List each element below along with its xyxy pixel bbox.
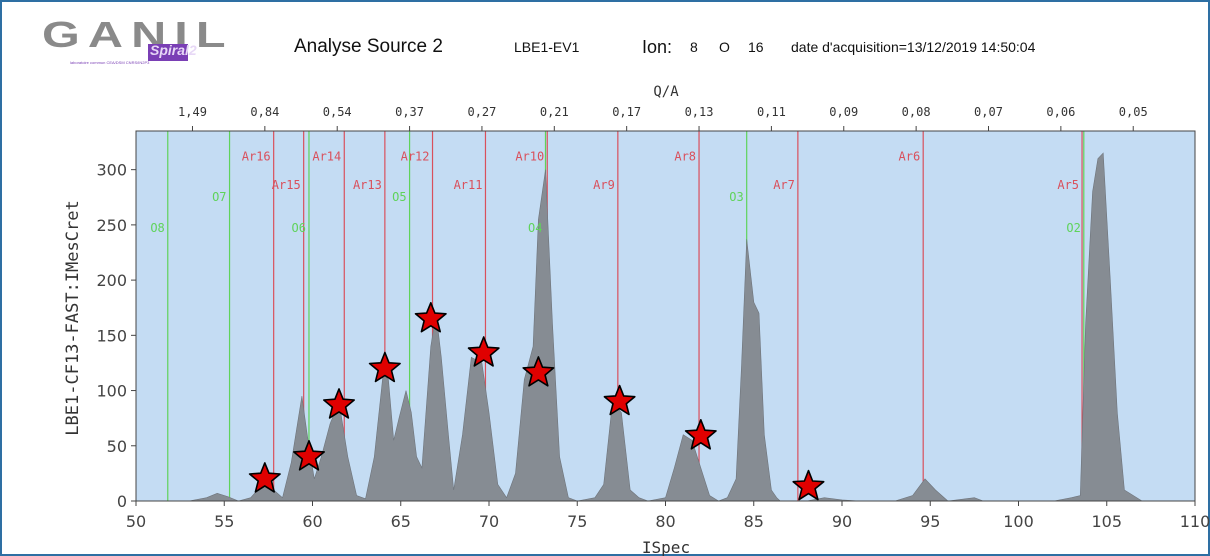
- oxygen-label: O2: [1066, 221, 1080, 235]
- argon-label: Ar16: [242, 149, 271, 163]
- oxygen-label: O4: [528, 221, 542, 235]
- x-tick-label: 100: [1003, 512, 1034, 531]
- star-marker: [684, 418, 717, 450]
- oxygen-label: O7: [212, 190, 226, 204]
- star-marker: [248, 462, 281, 493]
- ion-label: Ion:: [642, 37, 673, 57]
- x-tick-label: 70: [479, 512, 499, 531]
- top-tick-label: 0,13: [685, 105, 714, 119]
- y-tick-label: 100: [96, 382, 127, 401]
- y-tick-label: 200: [96, 271, 127, 290]
- logo-text: GANIL: [42, 14, 234, 55]
- argon-label: Ar5: [1057, 178, 1079, 192]
- logo-tagline: laboratoire commun CEA/DSM CNRS/IN2P3: [70, 60, 150, 65]
- argon-label: Ar14: [312, 149, 341, 163]
- logo-badge: [148, 44, 188, 61]
- argon-label: Ar11: [454, 178, 483, 192]
- star-marker: [467, 336, 500, 367]
- ion-element: O: [719, 39, 730, 55]
- x-axis-title: ISpec: [642, 538, 690, 556]
- plot-area: [136, 131, 1195, 501]
- top-tick-label: 0,84: [250, 105, 279, 119]
- top-tick-label: 1,49: [178, 105, 207, 119]
- star-marker: [368, 351, 401, 383]
- x-tick-label: 80: [655, 512, 675, 531]
- top-tick-label: 0,08: [902, 105, 931, 119]
- x-tick-label: 50: [126, 512, 146, 531]
- y-tick-label: 50: [107, 437, 127, 456]
- logo-subtext: Spiral2: [150, 42, 197, 58]
- x-tick-label: 95: [920, 512, 940, 531]
- x-tick-label: 75: [567, 512, 587, 531]
- line-labels: O8 O7 O6 O5 O4 O3 O2 Ar16 Ar15 Ar14 Ar13 Ar12 Ar11 Ar…: [150, 149, 1080, 235]
- top-tick-label: 0,27: [467, 105, 496, 119]
- argon-label: Ar9: [593, 178, 615, 192]
- top-axis-title: Q/A: [653, 84, 679, 100]
- y-tick-label: 150: [96, 326, 127, 345]
- header: GANIL Spiral2 laboratoire commun CEA/DSM…: [2, 2, 1208, 72]
- argon-label: Ar13: [353, 178, 382, 192]
- y-tick-label: 0: [117, 492, 127, 511]
- top-tick-label: 0,54: [323, 105, 352, 119]
- argon-label: Ar8: [674, 149, 696, 163]
- top-tick-label: 0,09: [829, 105, 858, 119]
- y-axis-title: LBE1-CF13-FAST:IMesCret: [63, 200, 83, 435]
- ion-mass: 16: [748, 39, 764, 55]
- x-tick-label: 85: [744, 512, 764, 531]
- star-marker: [414, 301, 447, 333]
- oxygen-label: O3: [729, 190, 743, 204]
- oxygen-label: O5: [392, 190, 406, 204]
- star-marker: [322, 388, 356, 419]
- top-tick-label: 0,05: [1119, 105, 1148, 119]
- star-marker: [792, 469, 825, 501]
- top-tick-label: 0,07: [974, 105, 1003, 119]
- argon-label: Ar10: [515, 149, 544, 163]
- ganil-logo: GANIL Spiral2 laboratoire commun CEA/DSM…: [42, 14, 232, 66]
- star-marker: [603, 384, 636, 416]
- star-marker: [292, 439, 326, 471]
- top-tick-label: 0,21: [540, 105, 569, 119]
- x-tick-label: 105: [1091, 512, 1122, 531]
- peak-markers: [248, 301, 825, 501]
- axes: 50 55 60 65 70 75 80 85 90 95 100 105 11005010015020…: [96, 105, 1210, 531]
- top-tick-label: 0,11: [757, 105, 786, 119]
- top-tick-label: 0,37: [395, 105, 424, 119]
- y-tick-label: 250: [96, 216, 127, 235]
- x-tick-label: 90: [832, 512, 852, 531]
- top-tick-label: 0,17: [612, 105, 641, 119]
- argon-label: Ar15: [272, 178, 301, 192]
- argon-label: Ar7: [773, 178, 795, 192]
- oxygen-label: O6: [292, 221, 306, 235]
- x-tick-label: 55: [214, 512, 234, 531]
- x-tick-label: 60: [302, 512, 322, 531]
- ion-charge: 8: [690, 39, 698, 55]
- page-title: Analyse Source 2: [294, 36, 443, 57]
- argon-label: Ar12: [401, 149, 430, 163]
- acquisition-date: date d'acquisition=13/12/2019 14:50:04: [791, 39, 1036, 55]
- argon-label: Ar6: [899, 149, 921, 163]
- oxygen-label: O8: [150, 221, 164, 235]
- x-tick-label: 110: [1180, 512, 1210, 531]
- top-tick-label: 0,06: [1046, 105, 1075, 119]
- star-marker: [522, 356, 555, 387]
- x-tick-label: 65: [391, 512, 411, 531]
- y-tick-label: 300: [96, 161, 127, 180]
- source-label: LBE1-EV1: [514, 39, 580, 55]
